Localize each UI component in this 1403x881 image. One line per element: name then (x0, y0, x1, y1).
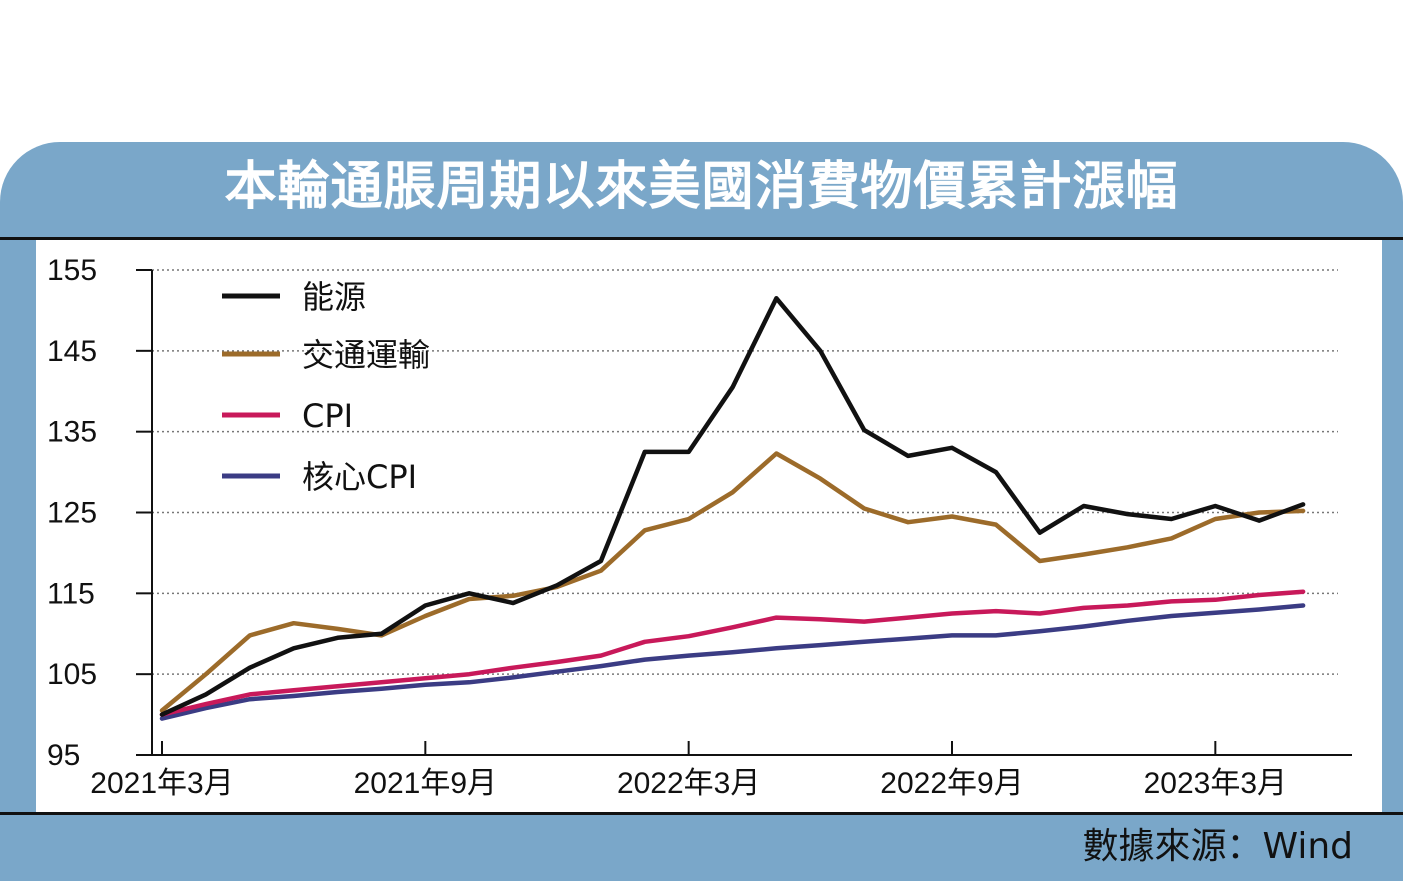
y-tick-label-115: 115 (47, 577, 95, 610)
plot-panel (36, 240, 1382, 812)
y-tick-label-95: 95 (47, 739, 80, 772)
legend-label-2: CPI (302, 397, 353, 435)
y-tick-label-105: 105 (47, 658, 97, 691)
series-line-2 (159, 589, 1306, 717)
x-tick-label-1: 2021年9月 (354, 767, 497, 800)
source-note: 數據來源：Wind (1082, 826, 1353, 867)
series-lines (159, 296, 1306, 721)
x-tick-label-2: 2022年3月 (617, 767, 760, 800)
series-line-0 (159, 296, 1306, 717)
y-tick-label-145: 145 (47, 335, 97, 368)
y-tick-label-125: 125 (47, 497, 97, 530)
chart-title: 本輪通脹周期以來美國消費物價累計漲幅 (224, 157, 1179, 217)
x-tick-label-3: 2022年9月 (880, 767, 1023, 800)
y-tick-label-155: 155 (47, 254, 97, 287)
axes: 95 105 115 125 135 145 155 2021年3月 2021年9月 2022年3… (47, 254, 1352, 800)
legend-label-0: 能源 (302, 278, 366, 316)
x-tick-label-4: 2023年3月 (1144, 767, 1287, 800)
top-rule (0, 237, 1403, 240)
series-line-3 (159, 603, 1306, 721)
y-tick-label-135: 135 (47, 416, 97, 449)
x-tick-label-0: 2021年3月 (90, 767, 233, 800)
legend-label-3: 核心CPI (302, 458, 417, 496)
bottom-rule (0, 812, 1403, 815)
series-line-1 (159, 451, 1306, 713)
legend-label-1: 交通運輸 (302, 336, 430, 374)
